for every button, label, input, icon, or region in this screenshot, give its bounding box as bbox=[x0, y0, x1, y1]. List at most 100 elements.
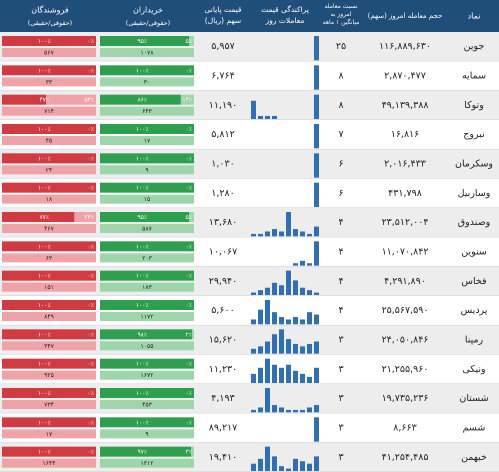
volume: ۲۴,۰۵۰,۸۴۶ bbox=[382, 335, 429, 346]
volume: ۴,۲۹۱,۸۹۰ bbox=[384, 276, 426, 287]
price: ۵,۸۱۲ bbox=[211, 129, 234, 140]
hist-bar bbox=[300, 461, 305, 471]
hist-bar bbox=[314, 153, 319, 178]
symbol[interactable]: وصندوق bbox=[458, 217, 490, 228]
buyers-real bbox=[100, 124, 194, 134]
symbol[interactable]: سمایه bbox=[462, 71, 486, 82]
hist-bar bbox=[307, 312, 312, 325]
sellers-real-label: ۱۰۰٪ bbox=[38, 419, 51, 426]
hist-bar bbox=[286, 364, 291, 383]
header-price: قیمت پایانی سهم (ریال) bbox=[204, 5, 242, 25]
buyers-count-bg bbox=[100, 253, 194, 263]
hist-bar bbox=[272, 312, 277, 325]
hist-bar bbox=[314, 124, 319, 149]
hist-bar bbox=[293, 229, 298, 237]
buyers-real-label: ۹۵٪ bbox=[137, 214, 147, 221]
header-volume: حجم معامله امروز (سهم) bbox=[368, 12, 443, 20]
buyers-count: ۲۰۳ bbox=[142, 255, 152, 262]
sellers-real bbox=[2, 65, 96, 76]
sellers-legal-label: ۰٪ bbox=[88, 419, 94, 426]
sellers-real bbox=[2, 94, 47, 105]
sellers-real bbox=[2, 182, 96, 193]
sellers-count: ۲۴ bbox=[46, 167, 52, 174]
hist-bar bbox=[293, 263, 298, 266]
buyers-real-label: ۱۰۰٪ bbox=[136, 361, 149, 368]
symbol[interactable]: شستان bbox=[459, 393, 488, 404]
sellers-count-bg bbox=[2, 224, 96, 233]
sellers-real-label: ۱۰۰٪ bbox=[38, 155, 51, 162]
hist-bar bbox=[300, 260, 305, 266]
volume: ۴۹,۱۳۹,۳۸۸ bbox=[382, 100, 429, 111]
hist-bar bbox=[272, 334, 277, 354]
hist-bar bbox=[314, 341, 319, 354]
hist-bar bbox=[265, 388, 270, 413]
symbol[interactable]: نبروج bbox=[463, 129, 484, 140]
buyers-real-label: ۱۰۰٪ bbox=[136, 185, 149, 192]
price: ۴,۱۹۳ bbox=[211, 393, 234, 404]
hist-bar bbox=[286, 270, 291, 295]
sellers-count: ۵۶۷ bbox=[44, 50, 54, 57]
hist-bar bbox=[293, 409, 298, 413]
sellers-real-label: ۱۰۰٪ bbox=[38, 243, 51, 250]
symbol[interactable]: وتوکا bbox=[464, 100, 484, 111]
buyers-legal-label: ۰٪ bbox=[186, 67, 192, 74]
price: ۱,۰۳۰ bbox=[211, 159, 234, 170]
buyers-count-bg bbox=[100, 224, 194, 233]
buyers-count-bg bbox=[100, 165, 194, 175]
hist-bar bbox=[286, 319, 291, 325]
header-price-box: قیمت پایانی سهم (ریال) bbox=[204, 5, 242, 25]
symbol[interactable]: وساربیل bbox=[458, 188, 491, 199]
symbol[interactable]: فخاس bbox=[461, 276, 486, 287]
buyers-legal bbox=[189, 36, 194, 46]
symbol[interactable]: خبهمن bbox=[461, 452, 487, 463]
hist-bar bbox=[265, 446, 270, 471]
symbol[interactable]: پردیس bbox=[461, 305, 488, 316]
sellers-real bbox=[2, 417, 96, 428]
hist-bar bbox=[314, 367, 319, 383]
sellers-count-bg bbox=[2, 370, 96, 380]
sellers-legal-label: ۰٪ bbox=[88, 38, 94, 45]
hist-bar bbox=[314, 405, 319, 413]
hist-bar bbox=[251, 409, 256, 413]
hist-bar bbox=[265, 300, 270, 325]
ratio: ۲۵ bbox=[336, 41, 346, 52]
price: ۸۹,۲۱۷ bbox=[209, 423, 238, 434]
symbol[interactable]: رمپنا bbox=[465, 335, 484, 346]
buyers-count: ۱۶۷۲ bbox=[141, 372, 154, 379]
sellers-real bbox=[2, 36, 96, 46]
ratio: ۳ bbox=[338, 335, 343, 346]
symbol[interactable]: شسم bbox=[463, 423, 486, 434]
hist-bar bbox=[307, 290, 312, 295]
sellers-count-bg bbox=[2, 165, 96, 175]
sellers-count: ۳۴۷ bbox=[44, 343, 54, 350]
symbol[interactable]: سنوین bbox=[461, 247, 487, 258]
symbol[interactable]: ونیکی bbox=[462, 364, 485, 375]
buyers-count: ۱۸۳ bbox=[142, 284, 152, 291]
sellers-count-bg bbox=[2, 282, 96, 292]
buyers-legal-label: ۵٪ bbox=[186, 214, 192, 221]
hist-bar bbox=[272, 364, 277, 383]
hist-bar bbox=[265, 231, 270, 237]
hist-bar bbox=[265, 287, 270, 295]
symbol[interactable]: وسکرمان bbox=[455, 159, 493, 170]
sellers-real bbox=[2, 212, 75, 222]
hist-bar bbox=[272, 405, 277, 413]
sellers-count-bg bbox=[2, 48, 96, 57]
sellers-real-label: ۱۰۰٪ bbox=[38, 126, 51, 133]
hist-bar bbox=[314, 417, 319, 442]
header-buyers: خریداران bbox=[133, 6, 163, 15]
symbol[interactable]: جوین bbox=[464, 41, 485, 52]
buyers-count: ۱۱۷۲ bbox=[141, 314, 154, 321]
buyers-count: ۱۰۷۸ bbox=[141, 50, 155, 57]
hist-bar bbox=[265, 341, 270, 354]
buyers-legal-label: ۰٪ bbox=[186, 390, 192, 397]
buyers-real-label: ۱۰۰٪ bbox=[136, 243, 149, 250]
hist-bar bbox=[314, 314, 319, 325]
ratio: ۴ bbox=[338, 217, 343, 228]
price: ۱۱,۱۹۰ bbox=[209, 100, 238, 111]
sellers-real-label: ۱۰۰٪ bbox=[38, 273, 51, 280]
hist-bar bbox=[279, 317, 284, 325]
volume: ۱۱۶,۸۸۹,۶۳۰ bbox=[379, 41, 431, 52]
hist-bar bbox=[286, 339, 291, 354]
sellers-real bbox=[2, 124, 96, 134]
